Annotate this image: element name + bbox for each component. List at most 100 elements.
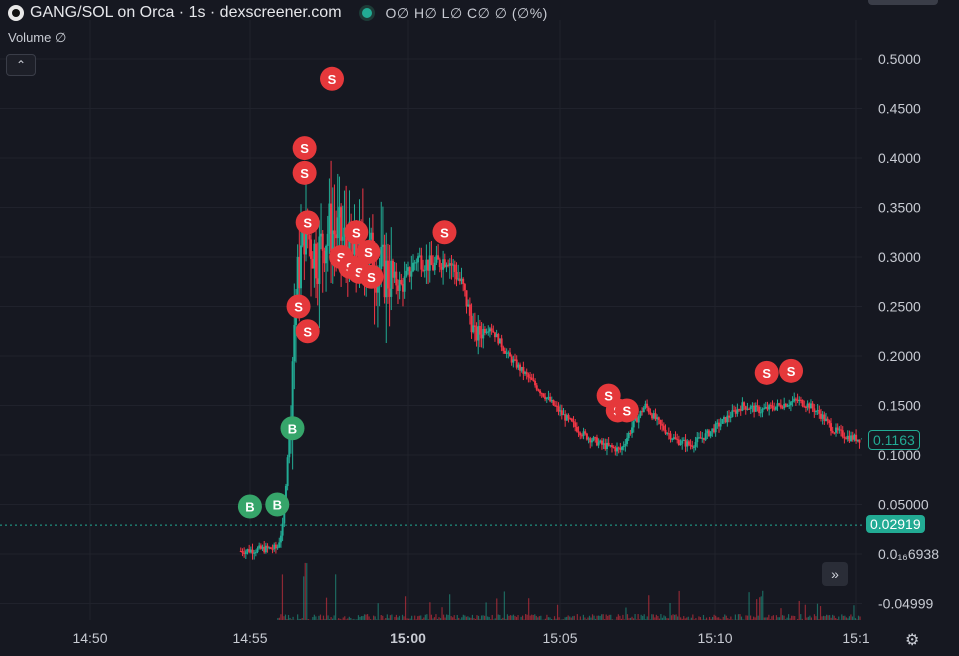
candle-body xyxy=(575,426,578,432)
candle-body xyxy=(717,422,720,427)
candle-body xyxy=(848,435,851,442)
volume-bar xyxy=(471,614,474,620)
volume-bar xyxy=(511,615,513,620)
volume-bar xyxy=(769,619,771,620)
candle-body xyxy=(273,544,276,550)
volume-bar xyxy=(830,617,832,620)
volume-bar xyxy=(702,614,705,620)
candle-body xyxy=(582,431,585,436)
candle-body xyxy=(836,427,839,431)
x-tick-label: 14:50 xyxy=(72,630,107,646)
volume-bar xyxy=(430,614,432,620)
sell-marker[interactable]: S xyxy=(295,319,320,344)
marker-circle xyxy=(295,210,320,235)
volume-bar xyxy=(365,614,367,620)
sell-marker[interactable]: S xyxy=(754,360,779,385)
candle-body xyxy=(803,406,806,408)
volume-bar xyxy=(716,617,718,620)
volume-bar xyxy=(456,614,458,620)
sell-marker[interactable]: S xyxy=(614,398,639,423)
candle-body xyxy=(335,234,338,239)
volume-bar xyxy=(719,618,721,620)
sell-marker[interactable]: S xyxy=(356,240,381,265)
marker-circle xyxy=(237,494,262,519)
volume-bar xyxy=(851,616,854,620)
volume-bar xyxy=(289,617,291,620)
volume-bar xyxy=(450,616,452,620)
volume-legend[interactable]: Volume ∅ xyxy=(8,30,67,45)
sell-marker[interactable]: S xyxy=(295,210,320,235)
volume-bar xyxy=(421,618,423,620)
candle-body xyxy=(779,404,782,408)
candle-body xyxy=(617,447,620,449)
candle-body xyxy=(557,406,560,412)
candle-body xyxy=(788,405,791,407)
last-price-badge: 0.1163 xyxy=(868,430,920,450)
volume-bar xyxy=(395,614,398,620)
volume-bar xyxy=(788,614,790,620)
volume-bar xyxy=(604,619,606,620)
candle-body xyxy=(495,334,498,338)
candle-body xyxy=(567,415,570,419)
sell-marker[interactable]: S xyxy=(359,264,384,289)
candle-body xyxy=(634,417,637,421)
candle-body xyxy=(776,403,779,407)
volume-bar xyxy=(487,616,489,620)
sell-marker[interactable]: S xyxy=(432,220,457,245)
volume-bar xyxy=(725,615,727,620)
volume-bar xyxy=(517,615,519,620)
sell-marker[interactable]: S xyxy=(344,220,369,245)
candle-body xyxy=(696,437,699,443)
settings-icon[interactable]: ⚙ xyxy=(905,632,920,649)
candle-body xyxy=(316,278,319,284)
sell-marker[interactable]: S xyxy=(286,294,311,319)
volume-bar xyxy=(806,617,808,620)
volume-bar xyxy=(836,619,838,620)
volume-bar xyxy=(822,615,825,620)
volume-bar xyxy=(433,617,436,620)
marker-circle xyxy=(295,319,320,344)
volume-bar xyxy=(377,603,379,620)
x-tick-label: 15:10 xyxy=(697,630,732,646)
volume-bar xyxy=(301,618,303,620)
buy-marker[interactable]: B xyxy=(237,494,262,519)
candle-body xyxy=(672,437,675,439)
candle-body xyxy=(590,440,593,443)
candle-body xyxy=(647,407,650,413)
volume-bar xyxy=(535,615,537,620)
volume-bar xyxy=(585,619,588,620)
buy-marker[interactable]: B xyxy=(280,416,305,441)
volume-bar xyxy=(290,619,293,620)
volume-bar xyxy=(601,614,603,620)
volume-bar xyxy=(736,619,738,620)
volume-bar xyxy=(680,617,682,620)
scroll-to-realtime-button[interactable]: » xyxy=(822,562,848,586)
volume-bar xyxy=(587,617,589,620)
candle-body xyxy=(475,326,478,341)
volume-bar xyxy=(455,619,457,620)
candle-body xyxy=(774,406,777,410)
marker-label: S xyxy=(303,215,312,230)
volume-bar xyxy=(348,616,350,620)
candle-body xyxy=(400,280,403,285)
volume-bar xyxy=(692,614,694,620)
volume-bar xyxy=(677,616,679,620)
candle-body xyxy=(515,359,518,368)
volume-bar xyxy=(414,615,416,620)
buy-marker[interactable]: B xyxy=(265,492,290,517)
candle-body xyxy=(657,417,660,421)
sell-marker[interactable]: S xyxy=(292,160,317,185)
volume-bar xyxy=(474,619,477,620)
volume-bar xyxy=(526,614,528,620)
candle-body xyxy=(826,418,829,421)
candle-body xyxy=(472,325,475,333)
sell-marker[interactable]: S xyxy=(779,358,804,383)
sell-marker[interactable]: S xyxy=(292,136,317,161)
volume-bar xyxy=(385,618,387,620)
candle-body xyxy=(443,259,446,267)
volume-bar xyxy=(619,615,621,620)
collapse-legend-button[interactable]: ⌃ xyxy=(6,54,36,76)
volume-bar xyxy=(476,615,478,620)
sell-marker[interactable]: S xyxy=(320,66,344,91)
